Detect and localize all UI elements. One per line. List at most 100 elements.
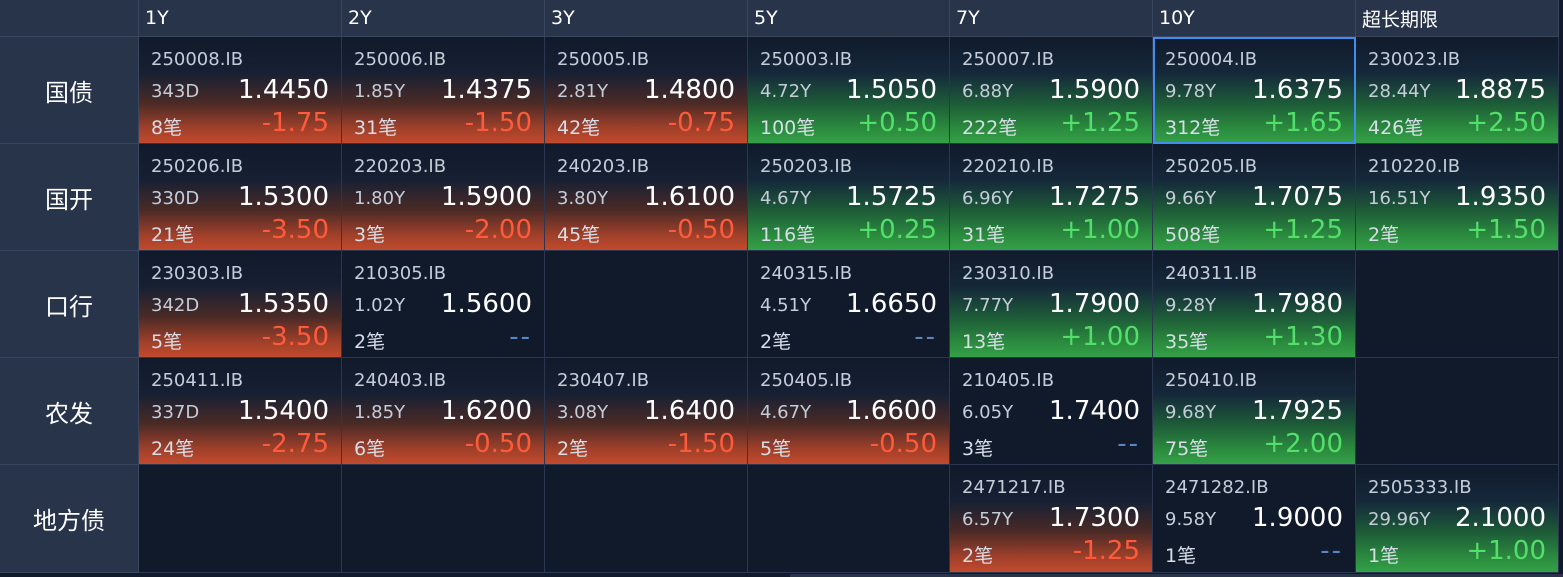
yield-value: 1.7925 — [1252, 396, 1343, 426]
bond-quote-cell[interactable]: 220210.IB 6.96Y 1.7275 31笔 +1.00 — [950, 144, 1153, 251]
bond-code: 250007.IB — [962, 49, 1055, 70]
bond-quote-cell[interactable]: 250410.IB 9.68Y 1.7925 75笔 +2.00 — [1153, 358, 1356, 465]
bond-code: 250206.IB — [151, 156, 244, 177]
yield-change: +1.25 — [1263, 215, 1343, 245]
yield-change: -0.50 — [869, 429, 937, 459]
column-header[interactable]: 7Y — [950, 0, 1153, 37]
bond-quote-cell[interactable]: 250405.IB 4.67Y 1.6600 5笔 -0.50 — [748, 358, 950, 465]
yield-change: +1.00 — [1060, 322, 1140, 352]
trade-count: 42笔 — [557, 117, 601, 139]
bond-code: 250203.IB — [760, 156, 853, 177]
bond-quote-cell[interactable]: 250006.IB 1.85Y 1.4375 31笔 -1.50 — [342, 37, 545, 144]
bond-quote-cell[interactable]: 210405.IB 6.05Y 1.7400 3笔 -- — [950, 358, 1153, 465]
row-header[interactable]: 地方债 — [0, 465, 139, 573]
bond-code: 2471217.IB — [962, 477, 1066, 498]
bond-quote-cell[interactable]: 2471282.IB 9.58Y 1.9000 1笔 -- — [1153, 465, 1356, 573]
empty-cell — [139, 465, 342, 573]
yield-value: 1.6100 — [644, 182, 735, 212]
bond-quote-cell[interactable]: 250206.IB 330D 1.5300 21笔 -3.50 — [139, 144, 342, 251]
bond-quote-cell[interactable]: 250203.IB 4.67Y 1.5725 116笔 +0.25 — [748, 144, 950, 251]
bond-quote-cell[interactable]: 230407.IB 3.08Y 1.6400 2笔 -1.50 — [545, 358, 748, 465]
empty-cell — [545, 465, 748, 573]
yield-change: -1.50 — [464, 108, 532, 138]
horizontal-scrollbar[interactable] — [790, 574, 1563, 577]
yield-value: 1.4375 — [441, 75, 532, 105]
yield-change: -- — [914, 322, 937, 352]
bond-quote-cell[interactable]: 220203.IB 1.80Y 1.5900 3笔 -2.00 — [342, 144, 545, 251]
remaining-tenor: 9.68Y — [1165, 402, 1217, 423]
yield-value: 2.1000 — [1455, 503, 1546, 533]
bond-quote-cell[interactable]: 2505333.IB 29.96Y 2.1000 1笔 +1.00 — [1356, 465, 1559, 573]
column-header[interactable]: 3Y — [545, 0, 748, 37]
bond-quote-cell[interactable]: 230310.IB 7.77Y 1.7900 13笔 +1.00 — [950, 251, 1153, 358]
bond-code: 220203.IB — [354, 156, 447, 177]
yield-change: -3.50 — [261, 215, 329, 245]
yield-value: 1.5050 — [846, 75, 937, 105]
row-header[interactable]: 国债 — [0, 37, 139, 144]
row-header[interactable]: 国开 — [0, 144, 139, 251]
bond-quote-cell[interactable]: 250008.IB 343D 1.4450 8笔 -1.75 — [139, 37, 342, 144]
bond-code: 250205.IB — [1165, 156, 1258, 177]
trade-count: 35笔 — [1165, 331, 1209, 353]
trade-count: 75笔 — [1165, 438, 1209, 460]
bond-quote-cell[interactable]: 230023.IB 28.44Y 1.8875 426笔 +2.50 — [1356, 37, 1559, 144]
column-header[interactable]: 1Y — [139, 0, 342, 37]
bond-code: 230310.IB — [962, 263, 1055, 284]
bond-quote-cell[interactable]: 210305.IB 1.02Y 1.5600 2笔 -- — [342, 251, 545, 358]
trade-count: 1笔 — [1165, 545, 1197, 567]
bond-quote-cell[interactable]: 2471217.IB 6.57Y 1.7300 2笔 -1.25 — [950, 465, 1153, 573]
column-header[interactable]: 2Y — [342, 0, 545, 37]
trade-count: 24笔 — [151, 438, 195, 460]
bond-quote-cell[interactable]: 250411.IB 337D 1.5400 24笔 -2.75 — [139, 358, 342, 465]
yield-value: 1.5725 — [846, 182, 937, 212]
column-header[interactable]: 超长期限 — [1356, 0, 1559, 37]
bond-quote-cell[interactable]: 250003.IB 4.72Y 1.5050 100笔 +0.50 — [748, 37, 950, 144]
yield-value: 1.5600 — [441, 289, 532, 319]
trade-count: 2笔 — [1368, 224, 1400, 246]
bond-quote-cell[interactable]: 250005.IB 2.81Y 1.4800 42笔 -0.75 — [545, 37, 748, 144]
bond-code: 210305.IB — [354, 263, 447, 284]
remaining-tenor: 9.66Y — [1165, 188, 1217, 209]
trade-count: 222笔 — [962, 117, 1018, 139]
bond-quote-cell[interactable]: 240315.IB 4.51Y 1.6650 2笔 -- — [748, 251, 950, 358]
trade-count: 426笔 — [1368, 117, 1424, 139]
bond-quote-cell[interactable]: 240203.IB 3.80Y 1.6100 45笔 -0.50 — [545, 144, 748, 251]
yield-value: 1.6400 — [644, 396, 735, 426]
bond-quote-cell[interactable]: 240311.IB 9.28Y 1.7980 35笔 +1.30 — [1153, 251, 1356, 358]
trade-count: 2笔 — [760, 331, 792, 353]
yield-change: +0.50 — [857, 108, 937, 138]
bond-code: 210405.IB — [962, 370, 1055, 391]
yield-value: 1.9350 — [1455, 182, 1546, 212]
header-corner — [0, 0, 139, 37]
row-header[interactable]: 口行 — [0, 251, 139, 358]
remaining-tenor: 4.67Y — [760, 402, 812, 423]
yield-change: +1.50 — [1466, 215, 1546, 245]
remaining-tenor: 337D — [151, 402, 200, 423]
bond-quote-cell[interactable]: 250007.IB 6.88Y 1.5900 222笔 +1.25 — [950, 37, 1153, 144]
bond-quote-cell[interactable]: 210220.IB 16.51Y 1.9350 2笔 +1.50 — [1356, 144, 1559, 251]
yield-value: 1.5400 — [238, 396, 329, 426]
remaining-tenor: 3.08Y — [557, 402, 609, 423]
bond-quote-cell[interactable]: 250205.IB 9.66Y 1.7075 508笔 +1.25 — [1153, 144, 1356, 251]
yield-change: +1.65 — [1263, 108, 1343, 138]
empty-cell — [1356, 358, 1559, 465]
bond-code: 210220.IB — [1368, 156, 1461, 177]
trade-count: 8笔 — [151, 117, 183, 139]
bond-code: 230407.IB — [557, 370, 650, 391]
row-header[interactable]: 农发 — [0, 358, 139, 465]
bond-quote-cell[interactable]: 240403.IB 1.85Y 1.6200 6笔 -0.50 — [342, 358, 545, 465]
yield-change: +2.00 — [1263, 429, 1343, 459]
yield-change: -0.50 — [667, 215, 735, 245]
remaining-tenor: 342D — [151, 295, 200, 316]
yield-value: 1.7980 — [1252, 289, 1343, 319]
column-header[interactable]: 5Y — [748, 0, 950, 37]
yield-change: -3.50 — [261, 322, 329, 352]
empty-cell — [342, 465, 545, 573]
bond-quote-cell[interactable]: 250004.IB 9.78Y 1.6375 312笔 +1.65 — [1153, 37, 1356, 144]
column-header[interactable]: 10Y — [1153, 0, 1356, 37]
remaining-tenor: 4.51Y — [760, 295, 812, 316]
empty-cell — [1356, 251, 1559, 358]
yield-value: 1.4450 — [238, 75, 329, 105]
bond-code: 250005.IB — [557, 49, 650, 70]
bond-quote-cell[interactable]: 230303.IB 342D 1.5350 5笔 -3.50 — [139, 251, 342, 358]
